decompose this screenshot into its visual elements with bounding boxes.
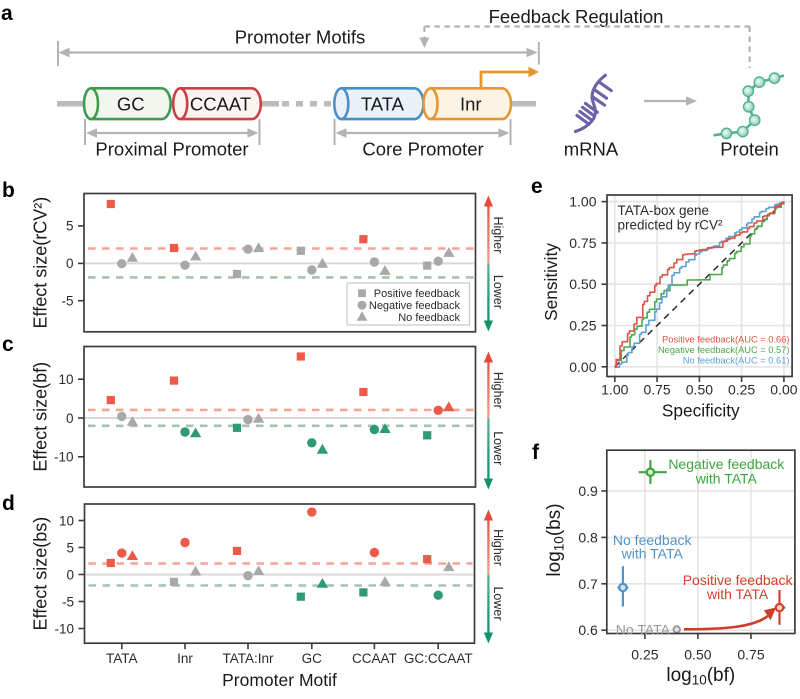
svg-text:log10(bf): log10(bf) xyxy=(666,665,735,688)
svg-text:with TATA: with TATA xyxy=(695,471,758,487)
svg-text:Promoter Motif: Promoter Motif xyxy=(222,670,337,690)
svg-text:GC: GC xyxy=(117,93,145,114)
svg-text:10: 10 xyxy=(59,513,74,528)
svg-text:log10(bs): log10(bs) xyxy=(544,503,567,576)
svg-text:Effect size(rCV²): Effect size(rCV²) xyxy=(31,197,51,329)
svg-text:Promoter Motifs: Promoter Motifs xyxy=(235,27,366,48)
svg-text:Specificity: Specificity xyxy=(662,401,740,421)
svg-text:TATA:Inr: TATA:Inr xyxy=(222,651,274,666)
svg-text:TATA-box gene: TATA-box gene xyxy=(618,203,710,218)
svg-text:predicted by rCV²: predicted by rCV² xyxy=(618,218,724,233)
svg-text:mRNA: mRNA xyxy=(564,139,619,160)
svg-text:Positive feedback: Positive feedback xyxy=(374,288,461,300)
svg-text:0.00: 0.00 xyxy=(770,382,797,398)
svg-text:CCAAT: CCAAT xyxy=(190,93,251,114)
svg-text:Lower: Lower xyxy=(491,275,505,309)
svg-text:0.25: 0.25 xyxy=(631,647,658,663)
svg-text:d: d xyxy=(2,492,15,515)
svg-text:0: 0 xyxy=(66,256,74,271)
svg-text:No feedback(AUC = 0.61): No feedback(AUC = 0.61) xyxy=(683,355,790,365)
svg-text:10: 10 xyxy=(58,372,73,387)
svg-text:0: 0 xyxy=(66,567,74,582)
svg-text:GC: GC xyxy=(302,651,323,666)
svg-text:Effect size(bf): Effect size(bf) xyxy=(31,362,51,472)
svg-text:0.25: 0.25 xyxy=(569,318,596,334)
svg-text:with TATA: with TATA xyxy=(621,546,684,562)
svg-text:0.8: 0.8 xyxy=(578,529,598,545)
svg-text:Negative feedback: Negative feedback xyxy=(668,456,785,472)
svg-text:0: 0 xyxy=(66,411,74,426)
svg-text:-10: -10 xyxy=(54,450,74,465)
svg-text:5: 5 xyxy=(66,219,74,234)
svg-text:-5: -5 xyxy=(61,294,73,309)
svg-text:Sensitivity: Sensitivity xyxy=(541,243,561,321)
svg-text:No TATA: No TATA xyxy=(616,622,671,638)
svg-text:1.00: 1.00 xyxy=(601,382,628,398)
svg-text:b: b xyxy=(2,179,15,202)
svg-text:a: a xyxy=(1,2,13,25)
svg-text:Positive feedback: Positive feedback xyxy=(683,572,794,588)
svg-text:with TATA: with TATA xyxy=(706,586,769,602)
svg-text:0.9: 0.9 xyxy=(578,483,598,499)
svg-text:Core Promoter: Core Promoter xyxy=(362,139,483,160)
svg-text:Protein: Protein xyxy=(720,139,779,160)
svg-text:0.25: 0.25 xyxy=(728,382,755,398)
svg-text:0.7: 0.7 xyxy=(578,576,598,592)
svg-text:Negative feedback(AUC = 0.57): Negative feedback(AUC = 0.57) xyxy=(658,345,790,355)
svg-text:0.50: 0.50 xyxy=(569,276,596,292)
svg-text:GC:CCAAT: GC:CCAAT xyxy=(404,651,473,666)
svg-text:Inr: Inr xyxy=(177,651,193,666)
svg-text:Positive feedback(AUC = 0.66): Positive feedback(AUC = 0.66) xyxy=(662,334,789,344)
svg-text:-5: -5 xyxy=(62,594,74,609)
svg-text:Lower: Lower xyxy=(491,431,505,465)
svg-text:-10: -10 xyxy=(54,621,74,636)
svg-text:0.50: 0.50 xyxy=(686,382,713,398)
svg-text:1.00: 1.00 xyxy=(569,194,596,210)
svg-text:Feedback Regulation: Feedback Regulation xyxy=(489,6,664,27)
svg-text:Lower: Lower xyxy=(491,586,505,620)
svg-text:TATA: TATA xyxy=(106,651,138,666)
svg-text:Higher: Higher xyxy=(491,529,505,566)
svg-text:0.75: 0.75 xyxy=(643,382,670,398)
svg-text:Higher: Higher xyxy=(491,372,505,409)
svg-text:0.6: 0.6 xyxy=(578,622,598,638)
svg-text:Proximal Promoter: Proximal Promoter xyxy=(95,139,248,160)
svg-text:0.50: 0.50 xyxy=(684,647,711,663)
svg-text:0.75: 0.75 xyxy=(737,647,764,663)
svg-text:0.75: 0.75 xyxy=(569,235,596,251)
svg-text:Negative feedback: Negative feedback xyxy=(369,300,461,312)
svg-text:e: e xyxy=(531,175,543,198)
svg-text:5: 5 xyxy=(66,540,74,555)
svg-text:CCAAT: CCAAT xyxy=(352,651,397,666)
svg-text:No feedback: No feedback xyxy=(613,532,693,548)
svg-text:Effect size(bs): Effect size(bs) xyxy=(31,517,51,631)
svg-text:Higher: Higher xyxy=(491,217,505,254)
svg-text:f: f xyxy=(532,441,540,464)
svg-text:0.00: 0.00 xyxy=(569,359,596,375)
svg-text:TATA: TATA xyxy=(361,93,405,114)
svg-text:No feedback: No feedback xyxy=(398,312,460,324)
svg-text:c: c xyxy=(2,333,14,356)
svg-text:Inr: Inr xyxy=(460,93,482,114)
